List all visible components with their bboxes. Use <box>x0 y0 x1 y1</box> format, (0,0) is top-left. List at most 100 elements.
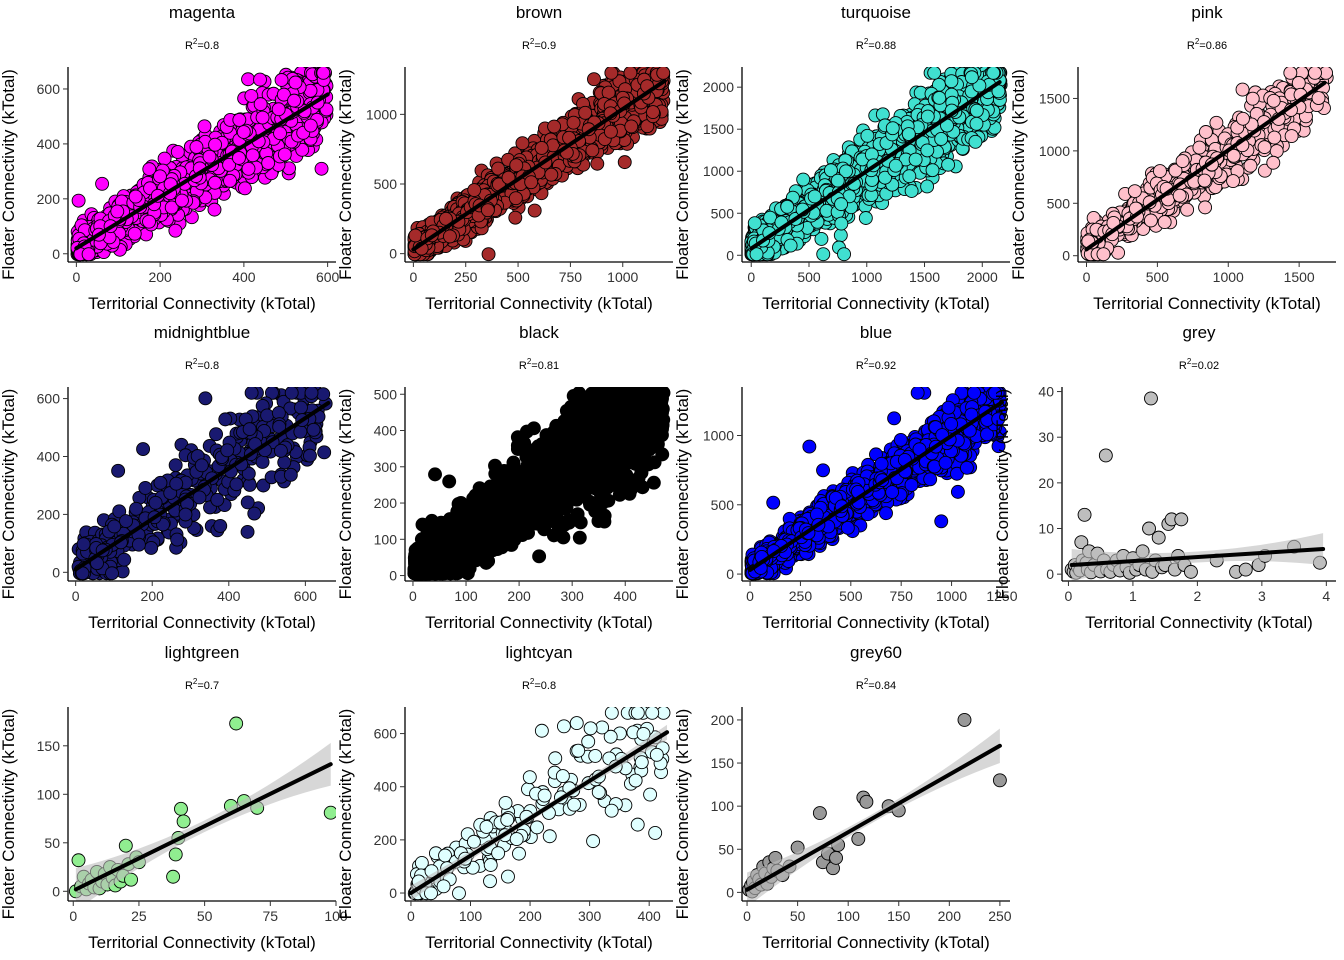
data-point <box>566 115 581 130</box>
data-point <box>508 210 523 225</box>
panel-title: magenta <box>169 3 236 22</box>
x-tick-label: 200 <box>148 269 172 285</box>
regression-line <box>74 92 330 251</box>
data-point <box>624 119 639 134</box>
data-point <box>253 97 268 112</box>
panel-title: brown <box>516 3 562 22</box>
data-point <box>208 175 222 190</box>
data-point <box>153 169 167 184</box>
data-point <box>623 67 638 80</box>
data-point <box>467 183 482 198</box>
data-point <box>273 126 287 141</box>
y-tick-label: 1000 <box>366 106 397 122</box>
x-axis-title: Territorial Connectivity (kTotal) <box>88 294 316 313</box>
x-tick-label: 1000 <box>607 269 638 285</box>
data-point <box>222 157 237 172</box>
data-point <box>604 67 619 80</box>
data-point <box>509 158 524 173</box>
plot-area <box>744 67 1008 262</box>
data-point <box>261 156 276 170</box>
data-point <box>175 193 189 208</box>
y-tick-label: 200 <box>37 191 61 207</box>
data-point <box>236 125 251 139</box>
data-point <box>603 124 618 139</box>
plot-area <box>70 67 334 262</box>
data-point <box>316 67 331 80</box>
data-point <box>524 175 539 190</box>
data-point <box>527 203 542 218</box>
data-point <box>71 193 86 208</box>
data-point <box>168 223 183 238</box>
data-point <box>157 151 172 166</box>
x-tick-label: 0 <box>72 269 80 285</box>
data-point <box>207 202 222 217</box>
data-point <box>656 67 671 80</box>
data-point <box>276 87 291 102</box>
y-tick-label: 600 <box>37 81 61 97</box>
data-point <box>480 203 495 218</box>
regression-line <box>411 78 667 252</box>
data-point <box>481 247 496 262</box>
data-point <box>245 148 260 163</box>
r-squared-label: R2=0.88 <box>856 37 896 52</box>
data-point <box>95 176 110 191</box>
data-point <box>442 229 457 244</box>
x-axis-title: Territorial Connectivity (kTotal) <box>425 294 653 313</box>
y-tick-label: 400 <box>37 136 61 152</box>
x-tick-label: 750 <box>559 269 583 285</box>
data-point <box>303 118 318 133</box>
data-point <box>232 151 246 165</box>
y-axis-title: Floater Connectivity (kTotal) <box>0 69 18 280</box>
data-point <box>491 161 506 176</box>
y-axis-title: Floater Connectivity (kTotal) <box>336 69 355 280</box>
data-point <box>128 189 143 204</box>
x-tick-label: 250 <box>454 269 478 285</box>
data-point <box>408 228 423 243</box>
data-point <box>578 105 593 120</box>
data-point <box>237 181 252 196</box>
data-point <box>277 147 292 162</box>
data-point <box>617 155 632 170</box>
data-point <box>544 167 559 182</box>
data-point <box>585 143 600 158</box>
y-tick-label: 0 <box>52 246 60 262</box>
data-point <box>534 141 549 155</box>
data-point <box>515 136 530 151</box>
data-point <box>170 144 185 159</box>
data-point <box>274 73 289 87</box>
data-point <box>287 93 302 108</box>
data-point <box>241 161 256 176</box>
data-point <box>508 191 523 206</box>
data-point <box>253 72 267 87</box>
data-point <box>197 119 212 134</box>
data-point <box>244 88 259 103</box>
y-tick-label: 0 <box>389 246 397 262</box>
data-point <box>587 72 601 87</box>
data-point <box>241 72 256 87</box>
x-tick-label: 600 <box>316 269 340 285</box>
data-point <box>255 110 270 125</box>
data-point <box>127 226 142 241</box>
data-point <box>142 214 156 229</box>
plot-area <box>407 67 671 262</box>
data-point <box>314 161 329 176</box>
data-point <box>110 204 125 219</box>
data-point <box>189 140 204 154</box>
x-tick-label: 500 <box>506 269 530 285</box>
panel-title: turquoise <box>841 3 911 22</box>
data-point <box>288 75 303 90</box>
data-point <box>271 102 286 117</box>
data-point <box>202 149 217 164</box>
x-tick-label: 400 <box>232 269 256 285</box>
r-squared-label: R2=0.8 <box>185 37 219 52</box>
data-point <box>590 156 605 171</box>
data-point <box>164 200 179 215</box>
data-point <box>208 137 223 152</box>
data-point <box>223 173 237 188</box>
data-point <box>142 162 157 177</box>
r-squared-label: R2=0.9 <box>522 37 556 52</box>
